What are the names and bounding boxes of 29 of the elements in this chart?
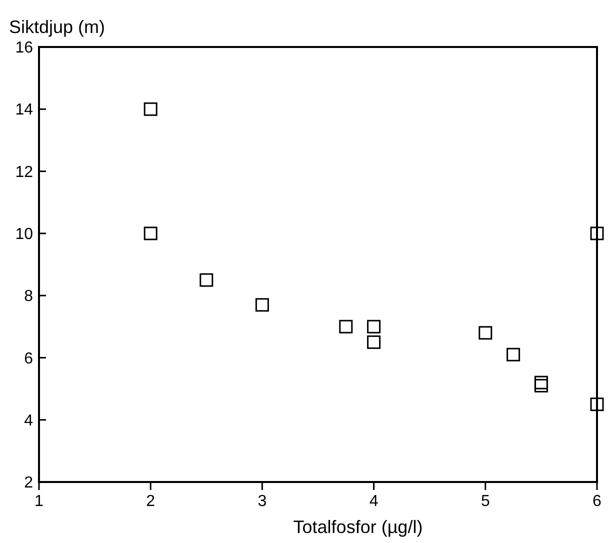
point <box>590 398 604 412</box>
y-tick-label: 4 <box>24 412 34 430</box>
x-tick-label: 1 <box>34 493 44 510</box>
point <box>200 273 214 287</box>
x-tick-label: 2 <box>146 493 156 510</box>
point <box>255 298 269 312</box>
x-tick-label: 5 <box>480 493 490 510</box>
point <box>339 320 353 334</box>
y-tick-label: 14 <box>15 102 34 119</box>
y-axis-title: Siktdjup (m) <box>9 17 106 37</box>
x-tick-label: 6 <box>592 493 602 510</box>
y-tick-label: 12 <box>15 164 34 181</box>
x-axis-title: Totalfosfor (µg/l) <box>293 517 423 537</box>
point <box>506 348 520 362</box>
point <box>534 378 548 392</box>
y-tick-label: 16 <box>15 40 34 57</box>
y-tick-label: 10 <box>15 226 34 244</box>
point <box>144 102 158 116</box>
x-tick-label: 3 <box>258 493 267 510</box>
x-tick-label: 4 <box>369 493 378 510</box>
point <box>534 376 548 390</box>
y-tick-label: 8 <box>24 288 34 306</box>
point <box>144 226 158 240</box>
y-tick-label: 6 <box>24 350 34 368</box>
point <box>478 326 492 340</box>
point <box>367 335 381 349</box>
point <box>590 226 604 240</box>
y-tick-label: 2 <box>24 474 34 492</box>
point <box>367 320 381 334</box>
